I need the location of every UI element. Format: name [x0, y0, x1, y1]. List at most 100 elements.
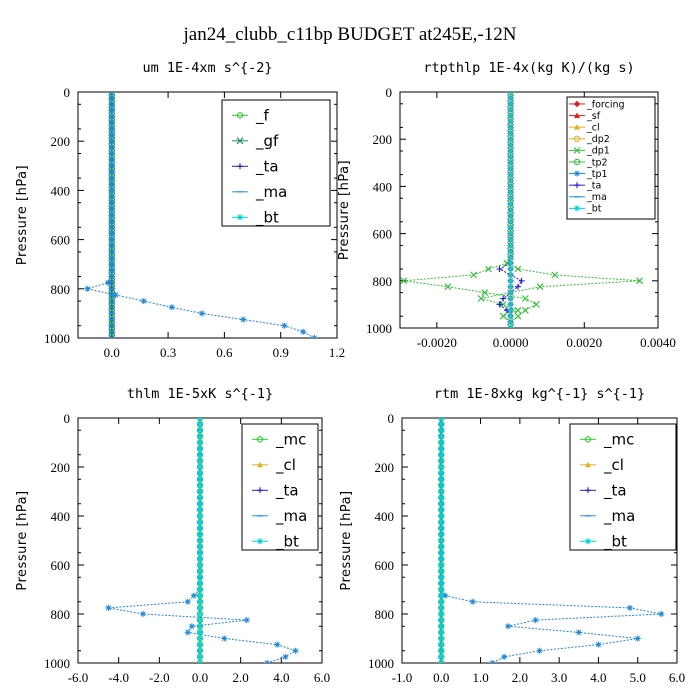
x-tick-label: 0.0040: [640, 335, 676, 350]
panel-title: rtpthlp 1E-4x(kg K)/(kg s): [423, 60, 634, 76]
legend: _forcing_sf_cl_dp2_dp1_tp2_tp1_ta_ma_bt: [566, 96, 656, 220]
legend-label: _f: [255, 107, 270, 126]
data-point-dp1: [636, 277, 643, 285]
legend-label: _sf: [586, 111, 601, 122]
legend-marker-ta: [585, 487, 591, 494]
data-point-cl: [536, 647, 543, 654]
data-point-bt: [197, 439, 203, 446]
data-point-bt: [197, 421, 203, 428]
data-point-bt: [507, 124, 514, 131]
data-point-bt: [108, 248, 115, 255]
legend-label: _ta: [586, 180, 601, 191]
series-group: [105, 418, 299, 663]
data-point-bt: [197, 580, 203, 587]
data-point-cl: [469, 598, 476, 605]
legend-marker-sf: [574, 112, 580, 119]
data-point-bt: [438, 611, 445, 617]
legend-label: _cl: [586, 122, 600, 133]
data-point-bt: [438, 660, 445, 663]
data-point-cl: [505, 623, 512, 630]
data-point-bt: [438, 500, 445, 507]
data-point-bt: [168, 304, 175, 311]
x-tick-label: 4.0: [590, 670, 606, 685]
data-point-bt: [197, 519, 203, 526]
data-point-bt: [197, 586, 203, 593]
x-tick-label: -1.0: [392, 670, 413, 685]
x-tick-label: 0.3: [160, 345, 176, 360]
data-point-bt: [438, 604, 445, 611]
data-point-cl: [184, 598, 191, 605]
data-point-cl: [243, 617, 250, 624]
series-group: [400, 92, 643, 328]
data-point-bt: [140, 298, 147, 305]
y-tick-label: 200: [51, 460, 71, 475]
data-point-bt: [507, 283, 514, 290]
data-point-cl: [575, 629, 582, 636]
data-point-cl: [595, 641, 602, 648]
data-point-tp2: [470, 271, 478, 279]
legend-marker-ta: [257, 487, 263, 494]
data-point-bt: [507, 195, 514, 202]
data-point-bt: [197, 641, 203, 648]
data-point-cl: [105, 604, 112, 611]
x-tick-label: 0.0: [433, 670, 449, 685]
legend-label: _mc: [603, 431, 634, 450]
legend-marker-bt: [257, 538, 263, 545]
data-point-bt: [507, 100, 514, 107]
data-point-bt: [108, 156, 115, 163]
data-point-bt: [507, 165, 514, 172]
data-point-cl: [501, 653, 508, 660]
y-tick-label: 1000: [366, 321, 392, 336]
panel-2: rtpthlp 1E-4x(kg K)/(kg s) 0 200 400 600 800 1…: [337, 60, 676, 350]
data-point-bt: [438, 653, 445, 660]
data-point-bt: [438, 476, 445, 483]
data-point-bt: [438, 506, 445, 513]
data-point-bt: [507, 142, 514, 149]
data-point-bt: [507, 307, 514, 314]
data-point-bt: [197, 604, 203, 611]
data-point-bt: [507, 319, 514, 326]
data-point-bt: [438, 451, 445, 458]
y-axis-label: Pressure [hPa]: [15, 165, 30, 265]
legend-box: [569, 423, 677, 551]
x-tick-label: 0.0: [104, 345, 120, 360]
data-point-dp1: [536, 283, 544, 291]
data-point-gf: [108, 334, 116, 338]
legend-marker-mc: [256, 436, 264, 443]
data-point-bt: [438, 531, 445, 538]
data-point-bt: [507, 130, 514, 137]
data-point-bt: [197, 629, 203, 636]
data-point-bt: [507, 92, 514, 95]
data-point-bt: [438, 537, 445, 544]
data-point-bt: [108, 230, 115, 237]
y-tick-label: 800: [375, 607, 395, 622]
data-point-bt: [197, 611, 203, 617]
y-axis-label: Pressure [hPa]: [337, 160, 352, 260]
legend-label: _dp2: [586, 134, 610, 145]
data-point-bt: [197, 598, 203, 605]
data-point-bt: [197, 635, 203, 642]
data-point-tp2: [514, 312, 522, 320]
data-point-bt: [108, 150, 115, 157]
data-point-bt: [438, 421, 445, 428]
data-point-bt: [507, 224, 514, 231]
data-point-bt: [438, 647, 445, 654]
data-point-bt: [197, 494, 203, 501]
x-tick-label: 5.0: [630, 670, 646, 685]
data-point-bt: [438, 464, 445, 470]
data-point-bt: [108, 261, 115, 268]
x-tick-label: 1.2: [329, 345, 345, 360]
legend: _mc _cl _ta _ma _bt: [241, 423, 319, 552]
data-point-cl: [188, 623, 195, 630]
data-point-bt: [438, 586, 445, 593]
y-tick-label: 400: [375, 509, 395, 524]
data-point-bt: [108, 113, 115, 120]
data-point-bt: [197, 457, 203, 464]
data-point-cl: [489, 660, 496, 663]
data-point-bt: [197, 537, 203, 544]
legend: _f _gf _ta _ma _bt: [221, 99, 331, 228]
legend-label: _bt: [275, 533, 299, 552]
data-point-bt: [438, 598, 445, 605]
legend-marker-tp1: [574, 170, 580, 177]
data-point-cl: [190, 592, 197, 599]
